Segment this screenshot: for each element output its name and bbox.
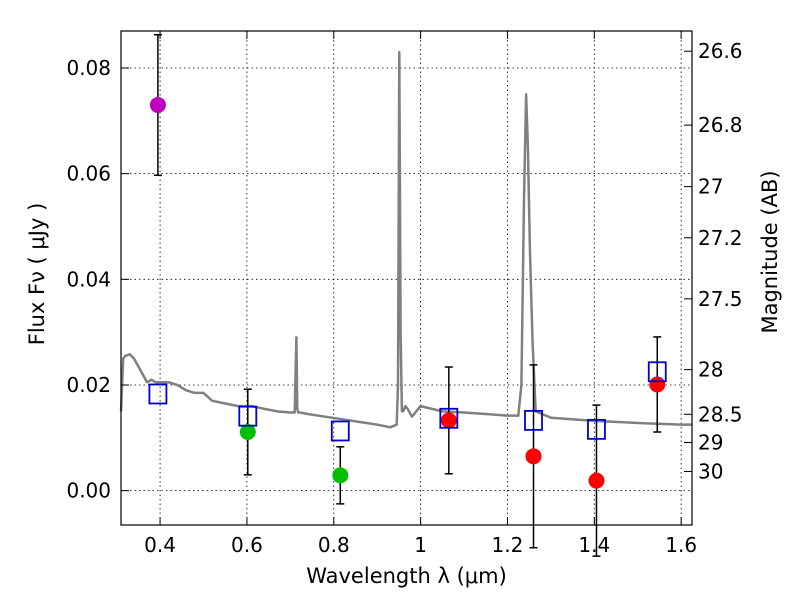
y2-tick-label: 27.5 xyxy=(698,287,743,311)
y-tick-label: 0.04 xyxy=(66,267,111,291)
plot-frame xyxy=(120,30,693,526)
model-photometry-square xyxy=(439,407,459,429)
y2-tick-label: 29 xyxy=(698,430,723,454)
observed-flux-point xyxy=(239,424,256,441)
model-photometry-square xyxy=(587,418,606,440)
y2-axis-label: Magnitude (AB) xyxy=(758,170,782,333)
x-tick-label: 1.4 xyxy=(578,533,610,557)
x-tick-label: 0.8 xyxy=(318,533,350,557)
y-tick-label: 0.02 xyxy=(66,373,111,397)
y2-tick-label: 27.2 xyxy=(698,226,743,250)
x-tick-label: 1.6 xyxy=(665,533,697,557)
model-photometry-square xyxy=(148,383,168,405)
y2-tick-label: 28.5 xyxy=(698,402,743,426)
observed-flux-point xyxy=(332,467,349,484)
y2-tick-label: 26.6 xyxy=(698,39,743,63)
x-tick-label: 1 xyxy=(414,533,427,557)
y2-tick-label: 30 xyxy=(698,459,723,483)
observed-flux-point xyxy=(149,96,166,113)
observed-flux-point xyxy=(440,412,457,429)
x-tick-label: 1.2 xyxy=(492,533,524,557)
model-photometry-square xyxy=(330,420,350,442)
y2-tick-label: 27 xyxy=(698,175,723,199)
y2-tick-label: 28 xyxy=(698,358,723,382)
y-axis-label: Flux Fν ( μJy ) xyxy=(25,203,49,346)
grid xyxy=(121,31,692,525)
x-tick-label: 0.4 xyxy=(144,533,176,557)
model-spectrum-line xyxy=(119,50,692,429)
model-photometry-square xyxy=(238,405,258,427)
x-tick-label: 0.6 xyxy=(231,533,263,557)
x-axis-label: Wavelength λ (μm) xyxy=(306,564,507,588)
model-photometry-square xyxy=(524,409,543,431)
data-points-layer xyxy=(148,33,667,557)
axis-ticks: 0.4 0.6 0.8 1 1.2 1.4 1.6 0.00 0.02 0.04 0.06 0.08 2… xyxy=(66,31,743,557)
y-tick-label: 0.06 xyxy=(66,162,111,186)
y-tick-label: 0.00 xyxy=(66,479,111,503)
model-spectrum-layer xyxy=(119,50,692,429)
observed-flux-point xyxy=(525,448,542,465)
observed-flux-point xyxy=(588,472,605,489)
y2-tick-label: 26.8 xyxy=(698,113,743,137)
observed-flux-point xyxy=(649,376,666,393)
y-tick-label: 0.08 xyxy=(66,56,111,80)
model-photometry-square xyxy=(647,361,667,383)
